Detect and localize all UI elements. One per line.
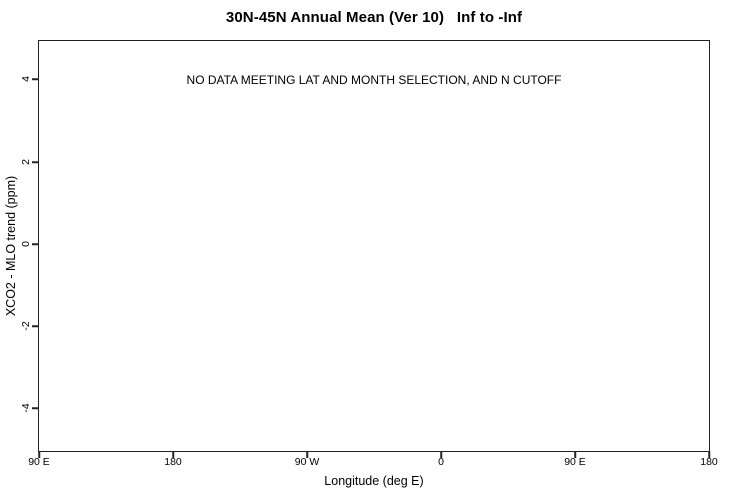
plot-area: NO DATA MEETING LAT AND MONTH SELECTION,…	[20, 40, 718, 467]
x-tick-label: 90 E	[564, 456, 586, 468]
y-tick-mark	[32, 243, 39, 246]
x-tick-mark	[306, 451, 308, 458]
chart-title: 30N-45N Annual Mean (Ver 10) Inf to -Inf	[225, 9, 523, 26]
no-data-message: NO DATA MEETING LAT AND MONTH SELECTION,…	[186, 73, 562, 87]
x-tick-mark	[172, 451, 174, 458]
y-tick-label: 2	[19, 159, 32, 166]
y-tick-label: 4	[19, 76, 32, 83]
x-tick-label: 90 E	[28, 456, 50, 468]
x-tick-mark	[38, 451, 40, 458]
x-tick-mark	[440, 451, 442, 458]
x-tick-label: 180	[164, 456, 182, 468]
x-tick-label: 180	[700, 456, 718, 468]
y-tick-mark	[32, 161, 39, 164]
x-tick-mark	[708, 451, 710, 458]
x-tick-label: 90 W	[294, 456, 320, 468]
x-tick-label: 0	[438, 456, 444, 468]
x-axis-label: Longitude (deg E)	[324, 474, 424, 488]
y-tick-mark	[32, 78, 39, 80]
y-axis-label: XCO2 - MLO trend (ppm)	[4, 175, 18, 317]
x-tick-mark	[574, 451, 576, 458]
y-tick-label: -2	[19, 321, 32, 332]
y-tick-mark	[32, 407, 39, 410]
y-tick-label: 0	[19, 241, 32, 248]
y-tick-label: -4	[19, 403, 32, 414]
y-tick-mark	[32, 325, 39, 328]
